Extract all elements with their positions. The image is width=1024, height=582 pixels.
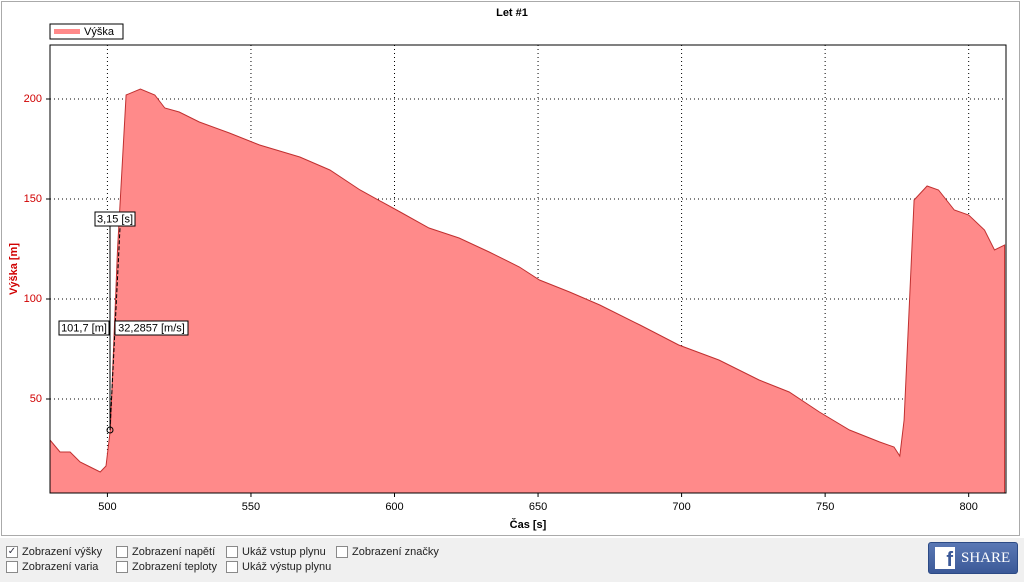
checkbox[interactable]: Zobrazení značky [336, 544, 446, 559]
checkbox-box[interactable] [116, 545, 128, 558]
legend-box [49, 23, 124, 40]
x-tick-label: 800 [959, 501, 977, 513]
y-tick-label: 150 [24, 193, 42, 205]
checkbox[interactable]: Zobrazení teploty [116, 559, 226, 574]
checkbox-box[interactable] [226, 545, 238, 558]
annotation-label: 101,7 [m] [61, 322, 107, 334]
plot-border [49, 44, 1007, 494]
checkbox-label: Zobrazení napětí [132, 545, 216, 558]
facebook-icon: f [935, 547, 955, 571]
chart: Let #1 Čas [s] Výška [m] 50 100 150 200 500 5… [0, 0, 1024, 538]
checkbox[interactable]: Ukáž vstup plynu [226, 544, 336, 559]
x-axis-label: Čas [s] [510, 518, 547, 531]
x-tick-label: 550 [242, 501, 260, 513]
checkbox-label: Ukáž výstup plynu [242, 560, 332, 573]
checkbox[interactable]: Zobrazení napětí [116, 544, 226, 559]
x-tick-label: 600 [385, 501, 403, 513]
checkbox-label: Zobrazení varia [22, 560, 99, 573]
checkbox-label: Ukáž vstup plynu [242, 545, 326, 558]
y-tick-label: 50 [30, 393, 42, 405]
checkbox-label: Zobrazení značky [352, 545, 439, 558]
annotation-box [58, 320, 110, 336]
checkbox-box[interactable]: ✓ [6, 545, 18, 558]
checkbox-box[interactable] [336, 545, 348, 558]
annotation-point [106, 426, 114, 434]
legend-label: Výška [84, 26, 115, 38]
annotation-line [109, 227, 121, 431]
x-tick-label: 700 [672, 501, 690, 513]
chart-frame [1, 1, 1020, 536]
checkbox-box[interactable] [226, 560, 238, 573]
checkbox[interactable]: ✓ Zobrazení výšky [6, 544, 116, 559]
annotation-label: 3,15 [s] [97, 213, 133, 225]
checkbox[interactable]: Ukáž výstup plynu [226, 559, 336, 574]
y-tick-label: 200 [24, 93, 42, 105]
checkbox-box[interactable] [116, 560, 128, 573]
chart-title: Let #1 [496, 7, 528, 19]
checkbox[interactable]: Zobrazení varia [6, 559, 116, 574]
annotation-box [94, 211, 136, 227]
legend: Výška [49, 23, 124, 40]
y-axis-label: Výška [m] [8, 243, 20, 295]
share-label: SHARE [961, 549, 1011, 566]
share-button[interactable]: f SHARE [928, 542, 1018, 574]
checkbox-label: Zobrazení výšky [22, 545, 103, 558]
annotation-label: 32,2857 [m/s] [118, 322, 185, 334]
checkbox-group: ✓ Zobrazení výšky Zobrazení varia Zobrazení… [6, 544, 446, 574]
checkbox-label: Zobrazení teploty [132, 560, 217, 573]
annotation-box [114, 320, 189, 336]
x-tick-label: 650 [529, 501, 547, 513]
x-tick-label: 750 [816, 501, 834, 513]
x-tick-label: 500 [98, 501, 116, 513]
checkbox-box[interactable] [6, 560, 18, 573]
y-tick-label: 100 [24, 293, 42, 305]
control-panel: ✓ Zobrazení výšky Zobrazení varia Zobrazení… [0, 538, 1024, 582]
